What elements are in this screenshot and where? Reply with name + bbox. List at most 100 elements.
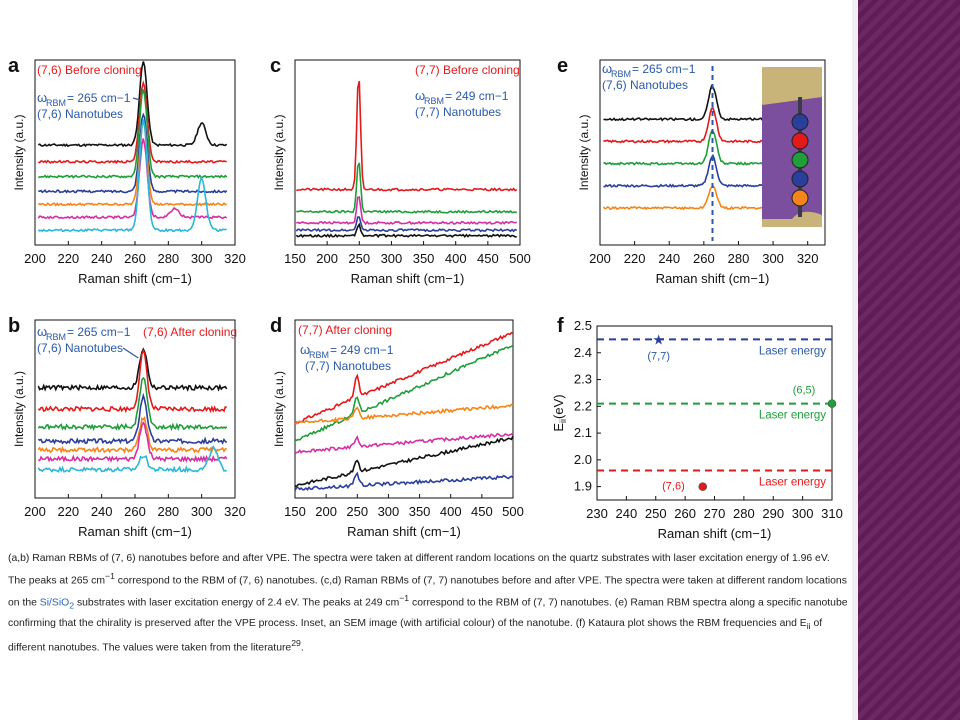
spectrum-black <box>37 61 228 148</box>
x-tick-label: 310 <box>821 506 843 521</box>
laser-energy-label: Laser energy <box>759 477 826 489</box>
caption-text-3: substrates with laser excitation energy … <box>74 597 400 609</box>
spectrum-green <box>37 89 228 180</box>
chirality-label: (7,7) Nanotubes <box>305 359 391 373</box>
x-tick-label: 280 <box>733 506 755 521</box>
omega-sub: RBM <box>46 98 66 108</box>
caption-sup-1: −1 <box>105 570 115 581</box>
spectrum-red <box>603 106 791 144</box>
x-axis-label: Raman shift (cm−1) <box>347 524 461 539</box>
x-tick-label: 300 <box>762 251 784 266</box>
x-tick-label: 260 <box>674 506 696 521</box>
panel-label-b: b <box>8 315 20 337</box>
omega-symbol: ω <box>37 324 47 339</box>
x-tick-label: 260 <box>124 504 146 519</box>
x-tick-label: 500 <box>502 504 524 519</box>
laser-energy-label: Laser energy <box>759 345 826 357</box>
annotation-title: (7,7) Before cloning <box>415 63 520 77</box>
caption-text-1: (a,b) Raman RBMs of (7, 6) nanotubes bef… <box>8 553 830 587</box>
sem-inset-marker <box>791 132 809 150</box>
spectrum-magenta <box>38 421 228 463</box>
x-tick-label: 240 <box>91 504 113 519</box>
caption-text-5: of different nanotubes. The values were … <box>8 617 823 654</box>
x-tick-label: 240 <box>658 251 680 266</box>
x-tick-label: 350 <box>413 251 435 266</box>
x-tick-label: 450 <box>477 251 499 266</box>
x-tick-label: 320 <box>797 251 819 266</box>
x-axis-label: Raman shift (cm−1) <box>658 526 772 541</box>
x-tick-label: 300 <box>381 251 403 266</box>
y-axis-label: Intensity (a.u.) <box>12 371 26 447</box>
decorative-sidebar <box>858 0 960 720</box>
spectrum-cyan <box>37 119 227 233</box>
spectrum-black <box>294 435 514 488</box>
panel-e: e 200 220 240 260 280 300 320 Raman shift (cm−1)… <box>557 55 826 286</box>
omega-value: = 265 cm−1 <box>632 62 696 76</box>
panel-label-c: c <box>270 55 281 77</box>
y-axis-label: Intensity (a.u.) <box>272 114 286 190</box>
laser-energy-label: Laser energy <box>759 410 826 422</box>
omega-value: = 249 cm−1 <box>445 89 509 103</box>
spectrum-black <box>295 222 517 239</box>
annotation-title: (7,6) Before cloning <box>37 63 142 77</box>
spectrum-green <box>37 376 228 432</box>
spectrum-black <box>37 347 228 392</box>
annotation-arrow <box>122 347 139 359</box>
x-tick-label: 250 <box>346 504 368 519</box>
y-tick-label: 2.0 <box>574 452 592 467</box>
data-point-label: (6,5) <box>793 385 816 397</box>
spectrum-blue <box>294 471 514 491</box>
omega-symbol: ω <box>300 342 310 357</box>
x-tick-label: 280 <box>728 251 750 266</box>
x-axis-label: Raman shift (cm−1) <box>78 524 192 539</box>
caption-sub-2: 2 <box>69 600 75 611</box>
panel-f: f 230 240 250 260 270 280 290 300 310 Raman shift … <box>551 315 843 541</box>
spectrum-red <box>296 80 518 192</box>
x-tick-label: 280 <box>157 251 179 266</box>
x-tick-label: 230 <box>586 506 608 521</box>
x-tick-label: 220 <box>57 251 79 266</box>
x-axis-label: Raman shift (cm−1) <box>656 271 770 286</box>
sidebar-edge <box>852 0 858 720</box>
panel-label-f: f <box>557 315 564 337</box>
x-tick-label: 260 <box>693 251 715 266</box>
x-axis-label: Raman shift (cm−1) <box>351 271 465 286</box>
spectrum-green <box>296 162 517 215</box>
spectrum-orange <box>37 120 227 207</box>
x-tick-label: 320 <box>224 504 246 519</box>
omega-value: = 265 cm−1 <box>67 91 131 105</box>
caption-period: . <box>300 642 304 654</box>
spectrum-red <box>37 348 227 414</box>
figure-panels: a 200 220 240 260 280 300 320 Raman shift (cm−1)… <box>8 55 843 541</box>
caption-sup-2: −1 <box>399 592 410 603</box>
data-point-circle <box>698 482 708 491</box>
spectrum-magenta <box>294 432 514 455</box>
spectrum-black <box>603 84 791 122</box>
x-axis-label: Raman shift (cm−1) <box>78 271 192 286</box>
caption-ref: 29 <box>291 638 301 649</box>
omega-symbol: ω <box>37 90 47 105</box>
spectrum-green <box>603 130 791 166</box>
y-axis-label: Eii(eV) <box>551 394 568 431</box>
x-tick-label: 240 <box>91 251 113 266</box>
x-tick-label: 150 <box>284 251 306 266</box>
y-axis-label-sub: ii <box>558 419 568 423</box>
x-tick-label: 290 <box>762 506 784 521</box>
caption-sub-ii: ii <box>806 620 811 631</box>
caption-text-2: correspond to the RBM of (7, 6) nanotube… <box>8 575 847 609</box>
spectrum-blue <box>38 112 228 194</box>
panel-label-a: a <box>8 55 20 77</box>
omega-value: = 265 cm−1 <box>67 325 131 339</box>
spectrum-cyan <box>37 445 227 474</box>
omega-sub: RBM <box>309 350 329 360</box>
panel-b: b 200 220 240 260 280 300 320 Raman shift (cm−1)… <box>8 315 246 539</box>
y-tick-label: 2.4 <box>574 345 592 360</box>
x-tick-label: 200 <box>315 504 337 519</box>
chirality-label: (7,6) Nanotubes <box>37 341 123 355</box>
y-tick-label: 2.1 <box>574 425 592 440</box>
omega-value: = 249 cm−1 <box>330 343 394 357</box>
panel-d: d 150 200 250 300 350 400 450 500 Raman shift (cm… <box>270 315 524 539</box>
x-tick-label: 200 <box>589 251 611 266</box>
x-tick-label: 250 <box>645 506 667 521</box>
